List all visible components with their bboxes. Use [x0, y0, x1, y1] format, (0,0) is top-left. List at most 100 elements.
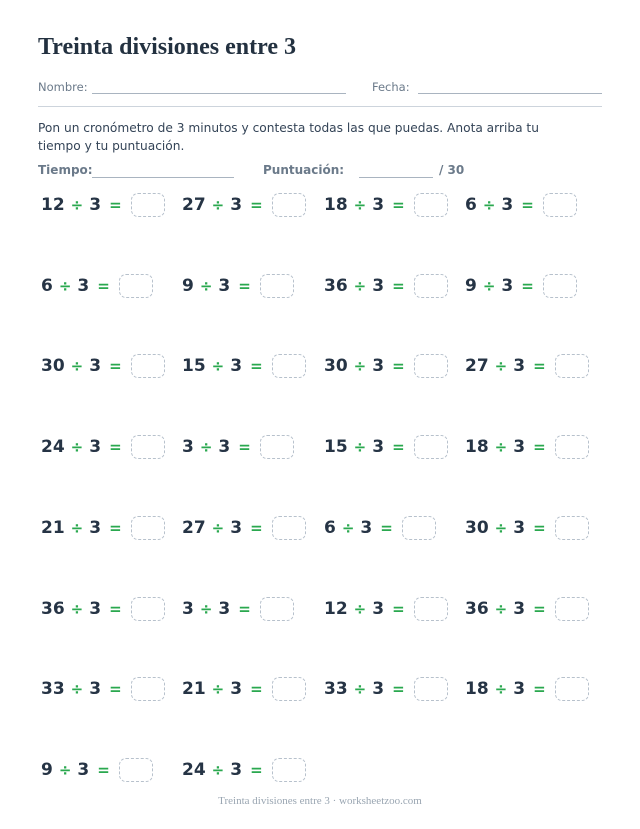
divide-sign: ÷: [353, 438, 367, 457]
divide-sign: ÷: [494, 599, 508, 618]
dividend: 12: [324, 598, 348, 619]
equals-sign: =: [250, 196, 263, 214]
equals-sign: =: [238, 276, 251, 295]
division-problem: 30 ÷ 3 =: [41, 353, 165, 379]
answer-box[interactable]: [271, 354, 306, 379]
divisor: 3: [218, 275, 231, 296]
division-problem: 24 ÷ 3 =: [182, 757, 306, 783]
equals-sign: =: [392, 599, 405, 618]
divide-sign: ÷: [494, 680, 508, 699]
time-field-line[interactable]: [92, 177, 234, 178]
dividend: 27: [182, 517, 206, 538]
answer-box[interactable]: [542, 273, 577, 298]
divisor: 3: [218, 598, 231, 619]
equals-sign: =: [238, 438, 251, 457]
divide-sign: ÷: [70, 438, 84, 457]
dividend: 27: [182, 195, 206, 215]
division-problem: 12 ÷ 3 =: [41, 192, 165, 218]
answer-box[interactable]: [413, 193, 448, 217]
divisor: 3: [89, 598, 102, 619]
answer-box[interactable]: [259, 435, 294, 460]
answer-box[interactable]: [271, 757, 306, 782]
answer-box[interactable]: [413, 435, 448, 460]
answer-box[interactable]: [554, 596, 589, 621]
answer-box[interactable]: [130, 354, 165, 379]
score-field-line[interactable]: [359, 177, 433, 178]
answer-box[interactable]: [554, 515, 589, 540]
answer-box[interactable]: [259, 596, 294, 621]
dividend: 30: [41, 356, 65, 377]
division-problem: 6 ÷ 3 =: [41, 273, 153, 299]
answer-box[interactable]: [554, 435, 589, 460]
divisor: 3: [230, 517, 243, 538]
answer-box[interactable]: [554, 354, 589, 379]
equals-sign: =: [533, 680, 546, 699]
answer-box[interactable]: [271, 677, 306, 702]
answer-box[interactable]: [271, 193, 306, 217]
answer-box[interactable]: [130, 596, 165, 621]
answer-box[interactable]: [118, 273, 153, 298]
divide-sign: ÷: [199, 438, 213, 457]
answer-box[interactable]: [130, 515, 165, 540]
answer-box[interactable]: [130, 193, 165, 217]
divisor: 3: [89, 195, 102, 215]
footer-text: Treinta divisiones entre 3 · worksheetzo…: [218, 795, 422, 807]
divisor: 3: [230, 759, 243, 780]
answer-box[interactable]: [118, 757, 153, 782]
divisor: 3: [372, 437, 385, 458]
divide-sign: ÷: [482, 276, 496, 295]
equals-sign: =: [250, 518, 263, 537]
answer-box[interactable]: [130, 435, 165, 460]
date-field-line[interactable]: [418, 93, 602, 94]
answer-box[interactable]: [413, 677, 448, 702]
answer-box[interactable]: [401, 515, 436, 540]
dividend: 18: [465, 437, 489, 458]
equals-sign: =: [238, 599, 251, 618]
dividend: 18: [324, 195, 348, 215]
equals-sign: =: [109, 357, 122, 376]
dividend: 21: [182, 679, 206, 700]
dividend: 27: [465, 356, 489, 377]
divisor: 3: [89, 517, 102, 538]
dividend: 24: [182, 759, 206, 780]
answer-box[interactable]: [413, 596, 448, 621]
answer-box[interactable]: [259, 273, 294, 298]
divide-sign: ÷: [199, 276, 213, 295]
divisor: 3: [89, 437, 102, 458]
divisor: 3: [372, 598, 385, 619]
divide-sign: ÷: [70, 518, 84, 537]
equals-sign: =: [109, 438, 122, 457]
answer-box[interactable]: [542, 193, 577, 217]
equals-sign: =: [109, 599, 122, 618]
answer-box[interactable]: [554, 677, 589, 702]
divisor: 3: [372, 356, 385, 377]
equals-sign: =: [533, 357, 546, 376]
divisor: 3: [501, 275, 514, 296]
divide-sign: ÷: [58, 760, 72, 779]
dividend: 3: [182, 437, 194, 458]
answer-box[interactable]: [413, 354, 448, 379]
division-problem: 3 ÷ 3 =: [182, 596, 294, 622]
divide-sign: ÷: [211, 760, 225, 779]
divisor: 3: [501, 195, 514, 215]
answer-box[interactable]: [271, 515, 306, 540]
dividend: 30: [465, 517, 489, 538]
worksheet-title: Treinta divisiones entre 3: [38, 34, 296, 60]
equals-sign: =: [533, 438, 546, 457]
time-label: Tiempo:: [38, 163, 93, 177]
divisor: 3: [77, 275, 90, 296]
answer-box[interactable]: [413, 273, 448, 298]
name-field-line[interactable]: [92, 93, 346, 94]
divisor: 3: [230, 356, 243, 377]
header-divider: [38, 106, 602, 107]
divide-sign: ÷: [353, 276, 367, 295]
division-problem: 3 ÷ 3 =: [182, 434, 294, 460]
divide-sign: ÷: [211, 518, 225, 537]
divide-sign: ÷: [353, 599, 367, 618]
equals-sign: =: [250, 680, 263, 699]
division-problem: 36 ÷ 3 =: [465, 596, 589, 622]
divide-sign: ÷: [211, 680, 225, 699]
answer-box[interactable]: [130, 677, 165, 702]
divisor: 3: [230, 679, 243, 700]
